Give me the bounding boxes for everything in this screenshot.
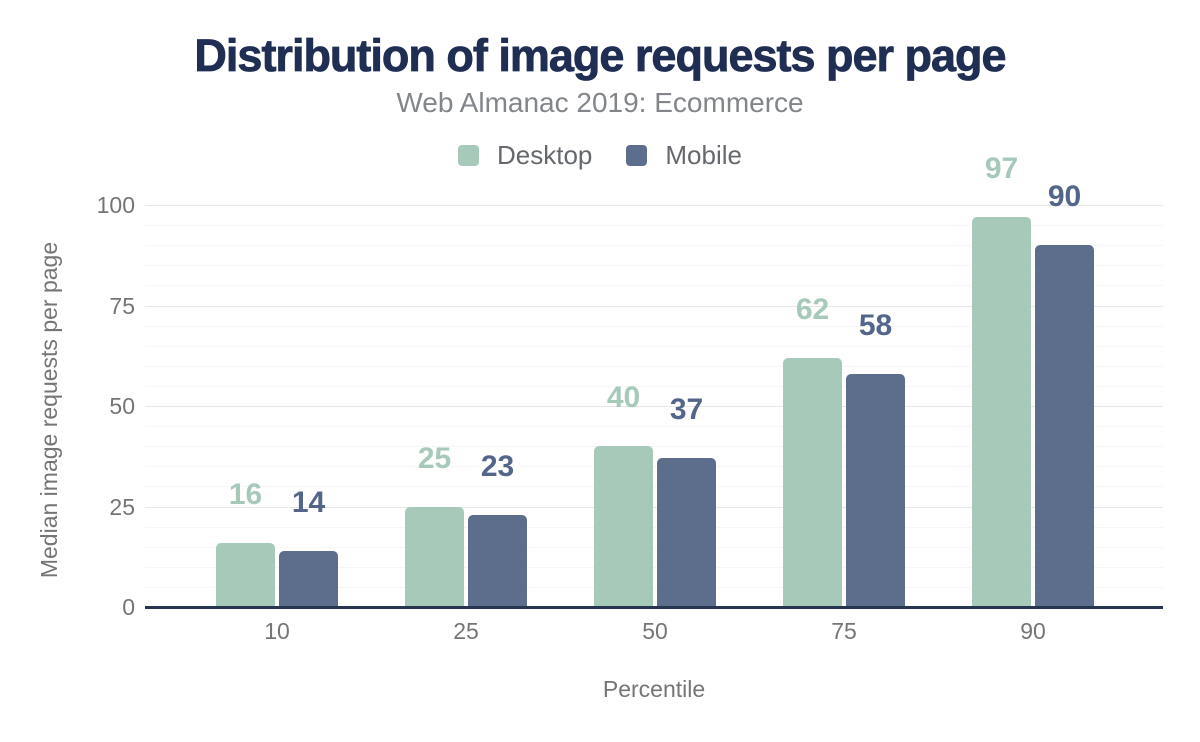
value-label-desktop-p90: 97 <box>984 152 1019 186</box>
bar-desktop-p50[interactable] <box>594 446 653 607</box>
minor-gridline-95 <box>145 225 1163 227</box>
x-tick-label-25: 25 <box>453 618 479 644</box>
y-tick-label-0: 0 <box>122 594 135 620</box>
minor-gridline-20 <box>145 526 1163 528</box>
bar-mobile-p10[interactable] <box>279 550 338 607</box>
value-label-desktop-p75: 62 <box>795 292 830 326</box>
mobile-legend-swatch-icon <box>626 144 648 166</box>
minor-gridline-90 <box>145 245 1163 247</box>
bar-mobile-p75[interactable] <box>846 373 905 607</box>
bar-desktop-p75[interactable] <box>783 357 842 607</box>
value-label-mobile-p25: 23 <box>480 449 515 483</box>
bar-mobile-p50[interactable] <box>657 458 716 607</box>
major-gridline-75 <box>145 305 1163 307</box>
chart-subtitle: Web Almanac 2019: Ecommerce <box>396 87 804 118</box>
y-tick-label-75: 75 <box>109 292 135 319</box>
minor-gridline-35 <box>145 466 1163 468</box>
bar-mobile-p25[interactable] <box>468 514 527 607</box>
value-label-desktop-p10: 16 <box>228 477 263 511</box>
minor-gridline-40 <box>145 446 1163 448</box>
x-tick-label-10: 10 <box>264 618 290 644</box>
minor-gridline-45 <box>145 426 1163 428</box>
bar-desktop-p25[interactable] <box>405 506 464 607</box>
legend-label-mobile: Mobile <box>665 140 742 170</box>
major-gridline-100 <box>145 205 1163 206</box>
value-label-mobile-p10: 14 <box>291 485 326 519</box>
legend-label-desktop: Desktop <box>497 140 593 170</box>
minor-gridline-10 <box>145 566 1163 568</box>
value-label-desktop-p25: 25 <box>417 441 452 475</box>
x-tick-label-50: 50 <box>642 618 668 644</box>
value-label-mobile-p90: 90 <box>1047 180 1082 214</box>
major-gridline-50 <box>145 406 1163 407</box>
chart-title: Distribution of image requests per page <box>194 30 1007 82</box>
value-label-mobile-p50: 37 <box>669 393 704 427</box>
bar-desktop-p10[interactable] <box>216 542 275 607</box>
minor-gridline-65 <box>145 345 1163 347</box>
minor-gridline-5 <box>145 586 1163 588</box>
major-gridline-25 <box>145 506 1163 508</box>
legend-item-desktop: Desktop <box>458 141 592 169</box>
value-label-desktop-p50: 40 <box>606 381 641 415</box>
x-tick-label-75: 75 <box>831 618 857 644</box>
plot-area: 16 14 25 23 40 37 62 58 97 90 <box>145 153 1163 609</box>
minor-gridline-55 <box>145 385 1163 387</box>
x-axis-title: Percentile <box>602 676 706 702</box>
minor-gridline-85 <box>145 265 1163 267</box>
y-tick-label-50: 50 <box>109 393 135 419</box>
legend: Desktop Mobile <box>0 141 1200 169</box>
bar-desktop-p90[interactable] <box>972 217 1031 607</box>
legend-item-mobile: Mobile <box>626 141 742 169</box>
minor-gridline-70 <box>145 325 1163 327</box>
minor-gridline-80 <box>145 285 1163 287</box>
desktop-legend-swatch-icon <box>458 144 479 166</box>
minor-gridline-60 <box>145 365 1163 367</box>
bar-mobile-p90[interactable] <box>1035 245 1094 607</box>
minor-gridline-30 <box>145 486 1163 488</box>
minor-gridline-15 <box>145 546 1163 548</box>
value-label-mobile-p75: 58 <box>858 308 893 342</box>
x-tick-label-90: 90 <box>1020 618 1046 644</box>
y-tick-label-25: 25 <box>109 493 135 520</box>
x-axis-line <box>145 606 1163 609</box>
y-tick-label-100: 100 <box>96 192 135 218</box>
